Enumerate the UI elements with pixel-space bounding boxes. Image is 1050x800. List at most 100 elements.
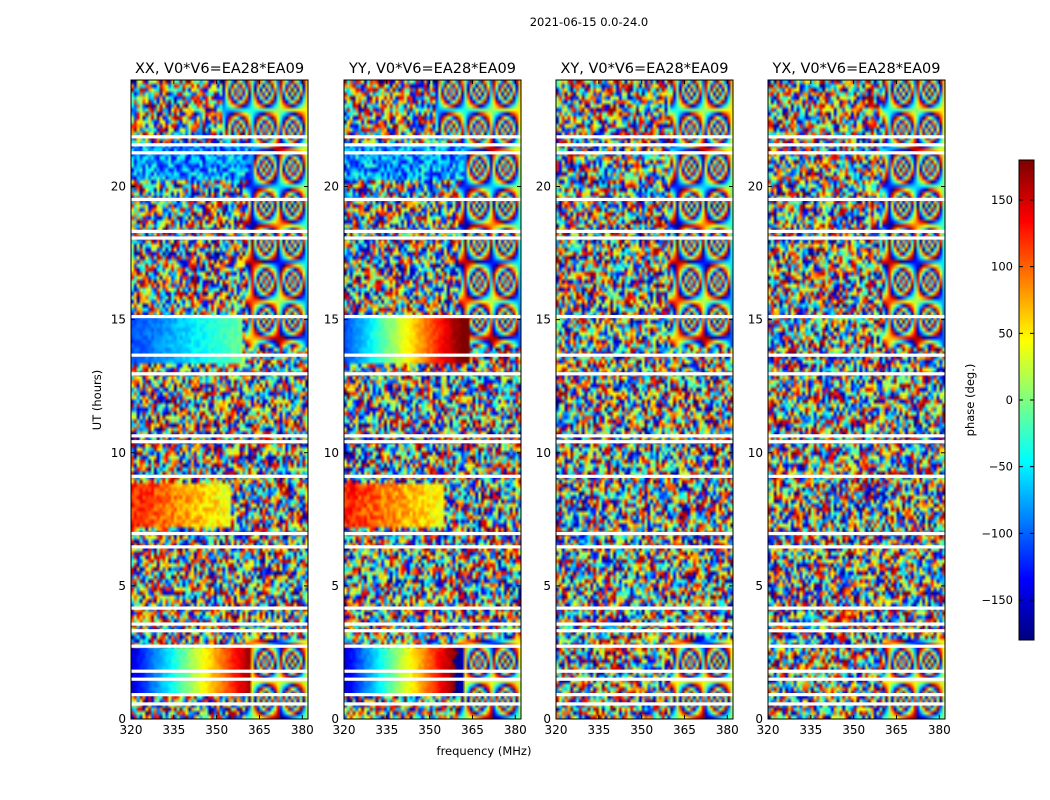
flagged-gap [131, 143, 308, 147]
axes-frame [343, 79, 522, 720]
x-tick-label: 365 [248, 723, 271, 737]
y-tick-label: 10 [111, 446, 126, 460]
y-tick-label: 15 [324, 313, 339, 327]
x-tick-label: 320 [545, 723, 568, 737]
flagged-gap [556, 677, 733, 681]
flagged-gap [344, 143, 521, 147]
y-axis-label: UT (hours) [90, 370, 104, 430]
flagged-gap [556, 135, 733, 139]
flagged-gap [344, 229, 521, 233]
x-tick-label: 320 [120, 723, 143, 737]
flagged-gap [344, 440, 521, 444]
flagged-gap [768, 629, 945, 633]
flagged-gap [131, 629, 308, 633]
x-tick-label: 350 [630, 723, 653, 737]
y-tick-label: 0 [755, 712, 763, 726]
flagged-gap [344, 197, 521, 202]
flagged-gap [344, 622, 521, 626]
phase-heatmap [556, 80, 733, 719]
flagged-gap [556, 229, 733, 233]
flagged-gap [556, 702, 733, 706]
flagged-gap [131, 622, 308, 626]
x-tick-label: 380 [504, 723, 527, 737]
flagged-gap [131, 151, 308, 155]
flagged-gap [556, 314, 733, 319]
flagged-gap [556, 474, 733, 478]
flagged-gap [344, 474, 521, 478]
axes-frame [555, 79, 734, 720]
flagged-gap [768, 693, 945, 697]
flagged-gap [344, 135, 521, 139]
flagged-gap [768, 135, 945, 139]
x-tick-label: 350 [842, 723, 865, 737]
x-tick-label: 380 [928, 723, 951, 737]
flagged-gap [768, 669, 945, 673]
flagged-gap [556, 545, 733, 549]
x-tick-label: 335 [587, 723, 610, 737]
y-tick-label: 0 [331, 712, 339, 726]
flagged-gap [131, 669, 308, 673]
flagged-gap [131, 434, 308, 438]
colorbar-tick-label: 100 [991, 260, 1013, 274]
flagged-gap [344, 644, 521, 648]
y-tick-label: 0 [118, 712, 126, 726]
x-tick-label: 320 [333, 723, 356, 737]
flagged-gap [768, 474, 945, 478]
flagged-gap [131, 677, 308, 681]
y-tick-label: 15 [111, 313, 126, 327]
colorbar-tick-label: −150 [981, 593, 1013, 607]
flagged-gap [768, 143, 945, 147]
x-tick-label: 380 [291, 723, 314, 737]
colorbar-label: phase (deg.) [963, 364, 977, 437]
panel-title: YY, V0*V6=EA28*EA09 [348, 61, 516, 77]
flagged-gap [344, 151, 521, 155]
colorbar-tick-label: 0 [1006, 393, 1013, 407]
flagged-gap [344, 434, 521, 438]
x-tick-label: 335 [799, 723, 822, 737]
flagged-gap [768, 229, 945, 233]
flagged-gap [131, 236, 308, 240]
y-tick-label: 20 [111, 180, 126, 194]
x-tick-label: 365 [461, 723, 484, 737]
y-tick-label: 5 [755, 579, 763, 593]
axes-frame [767, 79, 946, 720]
x-tick-label: 320 [757, 723, 780, 737]
flagged-gap [556, 622, 733, 626]
colorbar-tick-label: −100 [981, 526, 1013, 540]
flagged-gap [768, 622, 945, 626]
flagged-gap [768, 314, 945, 319]
panel-yx: YX, V0*V6=EA28*EA09 320 335 350 365 380 0 5 10 15… [748, 61, 951, 737]
x-tick-label: 380 [716, 723, 739, 737]
phase-heatmap [768, 80, 945, 719]
flagged-gap [131, 197, 308, 202]
panel-title: YX, V0*V6=EA28*EA09 [771, 61, 940, 77]
y-tick-label: 5 [331, 579, 339, 593]
flagged-gap [131, 644, 308, 648]
panel-xy: XY, V0*V6=EA28*EA09 320 335 350 365 380 0 5 10 15… [536, 61, 739, 737]
phase-heatmap [131, 80, 308, 719]
x-tick-label: 335 [162, 723, 185, 737]
flagged-gap [768, 236, 945, 240]
flagged-gap [344, 629, 521, 633]
flagged-gap [556, 353, 733, 357]
flagged-gap [556, 151, 733, 155]
flagged-gap [768, 545, 945, 549]
flagged-gap [556, 143, 733, 147]
flagged-gap [131, 314, 308, 319]
y-tick-label: 5 [543, 579, 551, 593]
colorbar: −150 −100 −50 0 50 100 150 phase (deg.) [963, 159, 1035, 641]
y-tick-label: 10 [536, 446, 551, 460]
flagged-gap [556, 693, 733, 697]
flagged-gap [556, 440, 733, 444]
panel-title: XY, V0*V6=EA28*EA09 [560, 61, 728, 77]
flagged-gap [344, 677, 521, 681]
flagged-gap [131, 372, 308, 376]
y-tick-label: 20 [324, 180, 339, 194]
flagged-gap [556, 372, 733, 376]
colorbar-gradient [1019, 160, 1034, 640]
flagged-gap [768, 440, 945, 444]
x-tick-label: 350 [205, 723, 228, 737]
y-tick-label: 5 [118, 579, 126, 593]
y-tick-label: 0 [543, 712, 551, 726]
